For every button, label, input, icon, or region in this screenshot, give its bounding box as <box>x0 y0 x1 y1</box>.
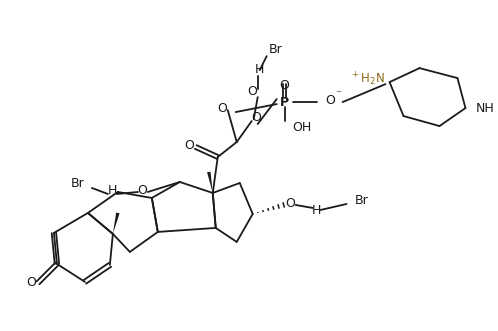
Text: H: H <box>255 63 264 75</box>
Text: ⁻: ⁻ <box>336 89 342 99</box>
Text: O: O <box>247 85 256 98</box>
Text: Br: Br <box>355 194 369 208</box>
Text: O: O <box>280 78 290 92</box>
Text: O: O <box>326 94 336 107</box>
Text: O: O <box>217 102 227 115</box>
Text: P: P <box>280 96 289 109</box>
Text: Br: Br <box>71 177 85 190</box>
Text: OH: OH <box>293 120 312 133</box>
Text: NH: NH <box>476 102 494 115</box>
Text: Br: Br <box>269 43 282 56</box>
Text: H: H <box>108 184 118 198</box>
Polygon shape <box>207 172 213 193</box>
Text: H: H <box>312 205 321 217</box>
Polygon shape <box>113 213 120 234</box>
Text: O: O <box>184 138 194 152</box>
Text: O: O <box>137 184 147 198</box>
Text: O: O <box>251 111 260 123</box>
Text: $^+$H$_2$N: $^+$H$_2$N <box>350 71 384 88</box>
Text: O: O <box>26 276 36 289</box>
Text: O: O <box>286 198 296 211</box>
